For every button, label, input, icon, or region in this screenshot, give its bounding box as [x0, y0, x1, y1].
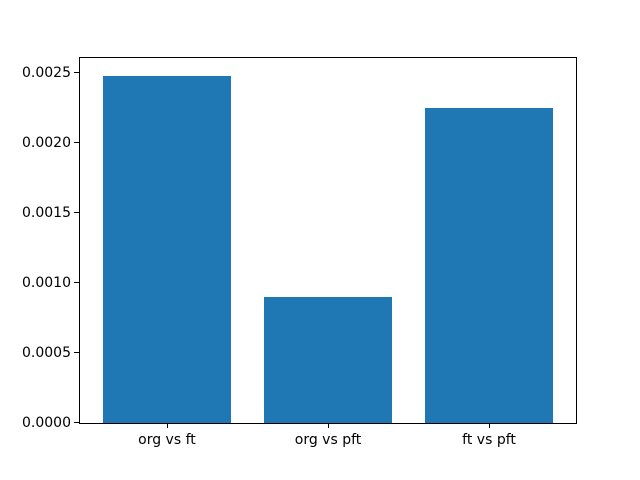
x-tick-label: org vs ft	[138, 432, 196, 448]
y-tick-mark	[74, 211, 79, 213]
x-tick-label: org vs pft	[294, 432, 362, 448]
bar-ft-vs-pft	[424, 108, 554, 423]
x-tick-label: ft vs pft	[462, 432, 516, 448]
y-tick-mark	[74, 141, 79, 143]
x-tick-mark	[489, 424, 491, 428]
x-tick-mark	[328, 424, 329, 428]
y-tick-label: 0.0025	[22, 64, 71, 81]
y-tick-mark	[74, 71, 79, 73]
y-tick-mark	[74, 281, 79, 283]
y-tick-label: 0.0020	[22, 134, 71, 151]
y-tick-label: 0.0000	[22, 415, 71, 431]
y-tick-mark	[74, 422, 79, 423]
bar-org-vs-ft	[102, 75, 232, 423]
y-tick-mark	[74, 351, 79, 353]
plot-area	[79, 57, 577, 424]
y-tick-label: 0.0010	[22, 274, 71, 291]
y-tick-label: 0.0005	[22, 344, 71, 361]
x-tick-mark	[166, 424, 168, 428]
bar-org-vs-pft	[263, 297, 393, 423]
y-tick-label: 0.0015	[22, 204, 71, 221]
